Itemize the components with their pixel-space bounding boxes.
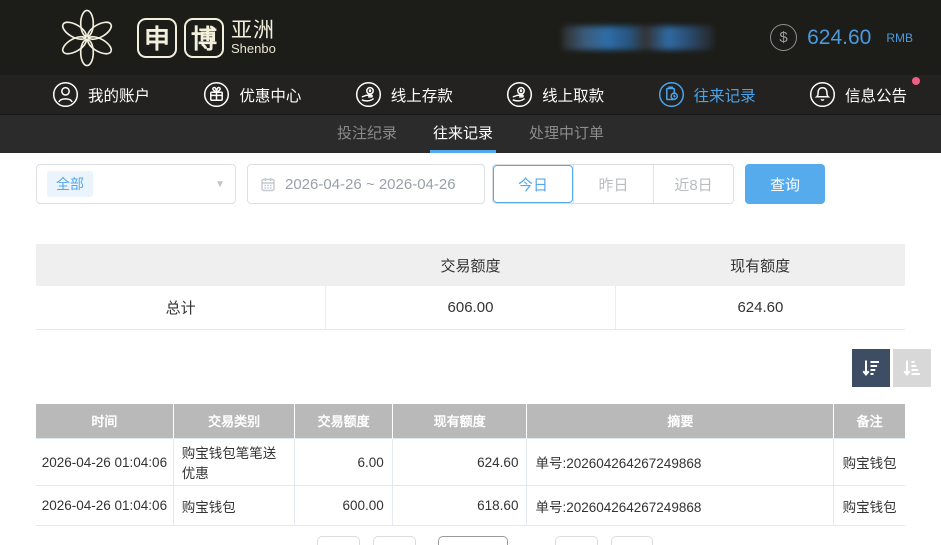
nav-item-label: 往来记录 (693, 87, 756, 105)
pagination-button[interactable] (373, 536, 416, 545)
balance-currency: RMB (886, 30, 913, 45)
col-header-note: 备注 (833, 403, 905, 439)
cell-summary: 单号:202604264267249868 (526, 485, 835, 526)
type-select-tag: 全部 (47, 171, 93, 197)
nav-item-label: 线上存款 (390, 87, 453, 105)
summary-header-row: 交易额度 现有额度 (36, 244, 905, 286)
bell-icon (809, 81, 836, 108)
dollar-coin-icon: $ (770, 24, 798, 51)
today-button[interactable]: 今日 (493, 165, 573, 203)
col-header-balance: 现有额度 (391, 403, 527, 439)
records-subnav: 投注纪录 往来记录 处理中订单 (0, 115, 941, 153)
sort-controls (0, 348, 931, 387)
chevron-down-icon: ▼ (215, 178, 225, 190)
nav-item-label: 优惠中心 (239, 87, 302, 105)
sort-descending-icon (862, 360, 879, 376)
tab-betting-records[interactable]: 投注纪录 (336, 125, 397, 142)
cell-summary: 单号:202604264267249868 (526, 438, 835, 486)
tab-pending-orders[interactable]: 处理中订单 (529, 125, 605, 142)
date-range-input[interactable]: 2026-04-26 ~ 2026-04-26 (247, 164, 485, 204)
nav-item-transaction-records[interactable]: 往来记录 (658, 81, 756, 108)
pagination-current-page[interactable] (438, 536, 508, 545)
summary-total-label: 总计 (36, 286, 326, 330)
site-header: 申 博 亚洲 Shenbo $ 624.60 RMB (0, 0, 941, 75)
last-8-days-button[interactable]: 近8日 (653, 165, 733, 203)
nav-item-label: 我的账户 (88, 87, 151, 105)
cell-note: 购宝钱包 (833, 438, 905, 486)
tab-transaction-records[interactable]: 往来记录 (429, 115, 496, 153)
col-header-summary: 摘要 (526, 403, 834, 439)
summary-total-transaction: 606.00 (325, 286, 616, 330)
summary-header-current-balance: 现有额度 (615, 244, 905, 286)
summary-header-transaction-amount: 交易额度 (325, 244, 616, 286)
username-blurred[interactable] (562, 25, 715, 50)
table-row: 2026-04-26 01:04:06 购宝钱包笔笔送优惠 6.00 624.6… (36, 438, 905, 486)
cell-balance: 618.60 (391, 485, 528, 526)
filter-bar: 全部 ▼ 2026-04-26 ~ 2026-04-26 今日 昨日 近8日 查… (36, 164, 905, 204)
yesterday-button[interactable]: 昨日 (573, 165, 653, 203)
nav-item-my-account[interactable]: 我的账户 (52, 81, 150, 108)
gift-icon (204, 81, 230, 108)
calendar-icon (261, 177, 275, 192)
cell-category: 购宝钱包笔笔送优惠 (172, 438, 296, 486)
records-header-row: 时间 交易类别 交易额度 现有额度 摘要 备注 (36, 403, 905, 439)
nav-item-label: 信息公告 (844, 87, 907, 105)
summary-header-empty (36, 244, 326, 286)
logo-region-text: 亚洲 (231, 18, 275, 42)
pagination-button[interactable] (611, 536, 653, 545)
balance-amount: 624.60 (807, 25, 872, 49)
cell-category: 购宝钱包 (172, 485, 296, 526)
col-header-category: 交易类别 (172, 403, 295, 439)
quick-date-button-group: 今日 昨日 近8日 (492, 164, 734, 204)
account-balance[interactable]: $ 624.60 RMB (770, 24, 917, 51)
withdraw-icon (507, 81, 533, 108)
nav-item-announcements[interactable]: 信息公告 (809, 77, 920, 108)
cell-amount: 6.00 (294, 438, 393, 486)
nav-item-label: 线上取款 (542, 87, 605, 105)
date-range-value: 2026-04-26 ~ 2026-04-26 (285, 175, 456, 193)
cell-balance: 624.60 (391, 438, 528, 486)
col-header-time: 时间 (36, 403, 174, 439)
sort-ascending-icon (903, 360, 920, 376)
pagination-button[interactable] (555, 536, 598, 545)
nav-item-promotions[interactable]: 优惠中心 (203, 81, 301, 108)
sort-descending-button[interactable] (852, 348, 890, 387)
cell-time: 2026-04-26 01:04:06 (36, 485, 174, 526)
col-header-amount: 交易额度 (294, 403, 393, 439)
type-select[interactable]: 全部 ▼ (36, 164, 236, 204)
logo-char-shen: 申 (137, 17, 177, 58)
nav-item-online-withdrawal[interactable]: 线上取款 (506, 81, 604, 108)
records-icon (658, 81, 684, 108)
logo-char-bo: 博 (184, 17, 224, 58)
nav-item-online-deposit[interactable]: 线上存款 (355, 81, 453, 108)
cell-amount: 600.00 (294, 485, 393, 526)
site-logo[interactable]: 申 博 亚洲 Shenbo (58, 9, 276, 67)
logo-subtitle: Shenbo (231, 40, 276, 56)
main-nav: 我的账户 优惠中心 线上存款 (0, 75, 941, 115)
records-table: 时间 交易类别 交易额度 现有额度 摘要 备注 2026-04-26 01:04… (36, 403, 905, 526)
sort-ascending-button[interactable] (893, 348, 931, 387)
pagination-button[interactable] (317, 536, 360, 545)
user-icon (52, 81, 79, 108)
table-row: 2026-04-26 01:04:06 购宝钱包 600.00 618.60 单… (36, 485, 905, 526)
cell-note: 购宝钱包 (833, 485, 905, 526)
search-button[interactable]: 查询 (745, 164, 825, 204)
deposit-icon (355, 81, 381, 108)
cell-time: 2026-04-26 01:04:06 (36, 438, 174, 486)
summary-total-row: 总计 606.00 624.60 (36, 286, 905, 330)
summary-table: 交易额度 现有额度 总计 606.00 624.60 (36, 244, 905, 330)
summary-total-balance: 624.60 (614, 286, 905, 330)
flower-logo-icon (61, 9, 113, 66)
notification-dot (911, 77, 920, 85)
